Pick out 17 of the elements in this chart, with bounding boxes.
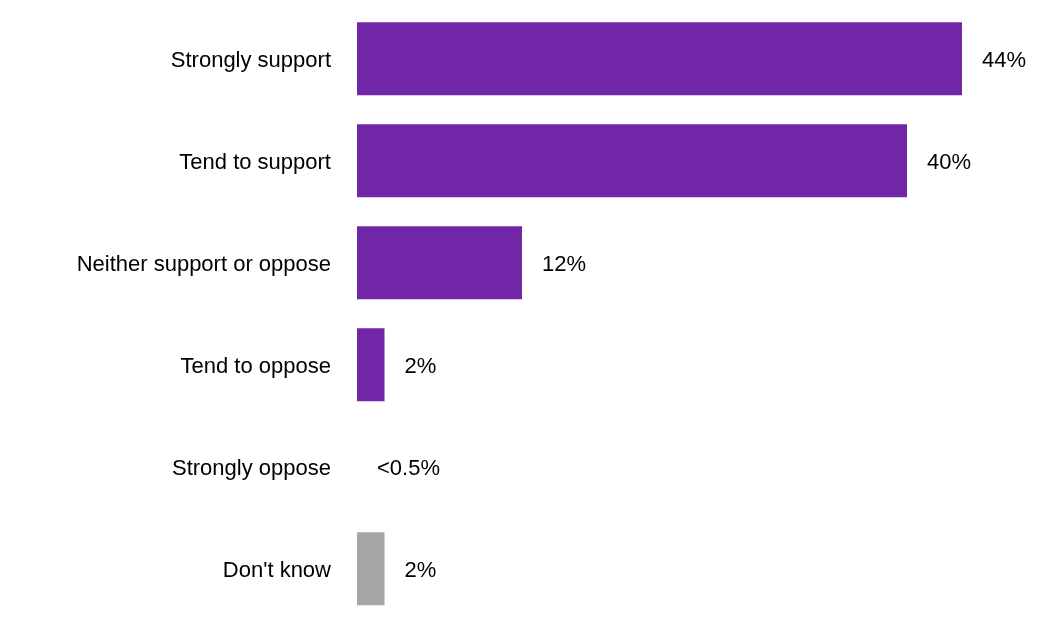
bar [357,226,522,300]
y-tick-label: Tend to oppose [180,352,331,378]
bar [357,22,962,96]
data-label: 44% [982,46,1027,72]
data-label: 2% [404,352,437,378]
y-tick-label: Strongly support [170,46,331,72]
bar [357,124,907,198]
bar [357,328,385,402]
y-tick-label: Don't know [222,556,332,582]
y-tick-label: Neither support or oppose [76,250,331,276]
bar [357,532,385,606]
data-label: 12% [542,250,587,276]
data-label: 2% [404,556,437,582]
y-tick-label: Tend to support [179,148,331,174]
data-label: 40% [927,148,972,174]
y-tick-label: Strongly oppose [172,454,331,480]
data-label: <0.5% [377,454,440,480]
